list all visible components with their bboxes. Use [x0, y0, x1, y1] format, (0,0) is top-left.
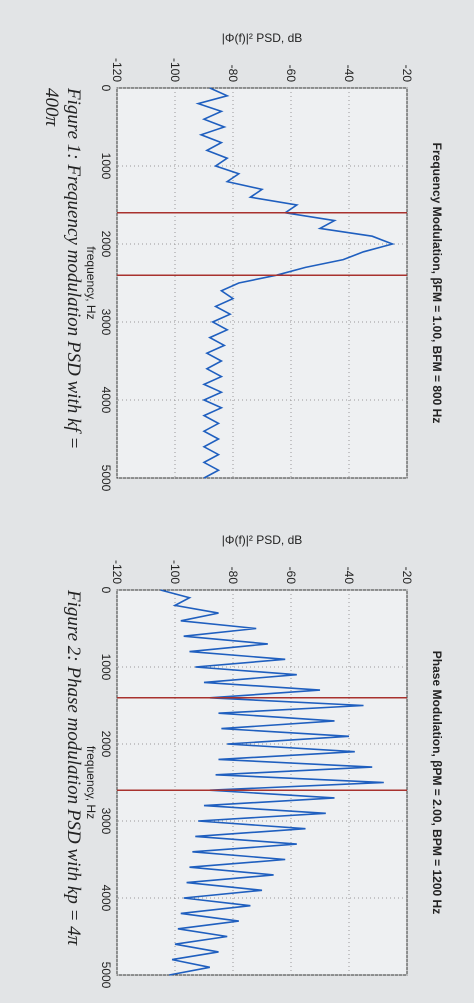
x-tick-label: 0	[99, 85, 113, 92]
x-tick-label: 0	[99, 587, 113, 594]
x-axis-label: frequency, Hz	[84, 246, 98, 319]
y-tick-label: -40	[342, 567, 356, 585]
y-tick-label: -20	[400, 567, 414, 585]
x-tick-label: 3000	[99, 808, 113, 835]
y-tick-label: -20	[400, 65, 414, 83]
y-tick-label: -120	[110, 560, 124, 584]
x-tick-label: 4000	[99, 885, 113, 912]
x-tick-label: 5000	[99, 962, 113, 989]
chart: Frequency Modulation, βFM = 1.00, BFM = …	[84, 31, 444, 492]
x-tick-label: 5000	[99, 465, 113, 492]
chart: Phase Modulation, βPM = 2.00, BPM = 1200…	[84, 533, 444, 989]
caption: Figure 2: Phase modulation PSD with kp =…	[63, 590, 84, 946]
caption: Figure 1: Frequency modulation PSD with …	[41, 88, 84, 450]
x-tick-label: 4000	[99, 387, 113, 414]
y-tick-label: -80	[226, 567, 240, 585]
y-axis-label: |Φ(f)|² PSD, dB	[222, 31, 302, 45]
psd-line	[160, 589, 384, 976]
y-tick-label: -60	[284, 567, 298, 585]
plot-area	[116, 589, 408, 976]
y-tick-label: -60	[284, 65, 298, 83]
y-tick-label: -120	[110, 58, 124, 82]
x-tick-label: 2000	[99, 231, 113, 258]
y-axis-label: |Φ(f)|² PSD, dB	[222, 533, 302, 547]
chart-title: Frequency Modulation, βFM = 1.00, BFM = …	[430, 143, 444, 424]
x-axis-label: frequency, Hz	[84, 746, 98, 819]
y-tick-label: -80	[226, 65, 240, 83]
x-tick-label: 2000	[99, 731, 113, 758]
chart-title: Phase Modulation, βPM = 2.00, BPM = 1200…	[430, 651, 444, 914]
plot-area	[116, 87, 408, 479]
y-tick-label: -100	[168, 560, 182, 584]
psd-line	[195, 87, 396, 479]
y-tick-label: -40	[342, 65, 356, 83]
x-tick-label: 3000	[99, 309, 113, 336]
x-tick-label: 1000	[99, 153, 113, 180]
y-tick-label: -100	[168, 58, 182, 82]
x-tick-label: 1000	[99, 654, 113, 681]
